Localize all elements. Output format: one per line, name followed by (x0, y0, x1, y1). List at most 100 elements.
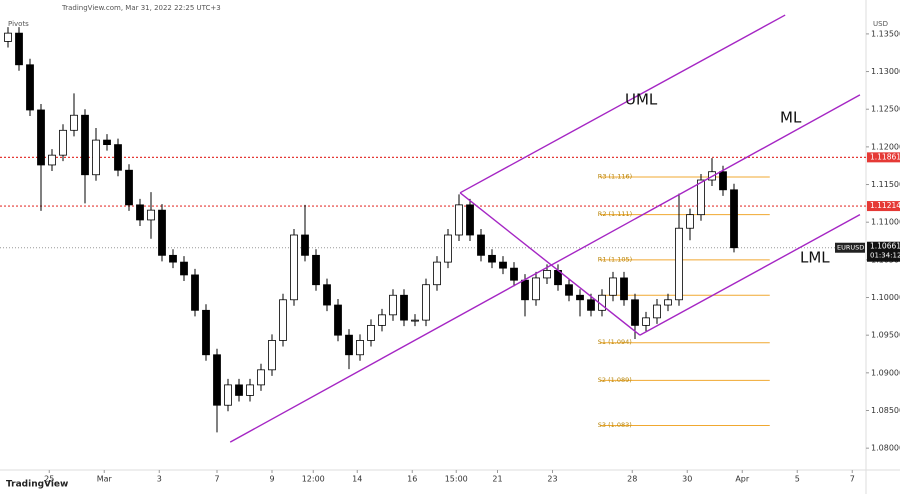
candle-body (345, 334, 353, 356)
last-price: 1.10661 (870, 242, 900, 251)
candle-body (422, 284, 430, 321)
candle-body (70, 114, 78, 131)
currency: USD (873, 20, 888, 28)
x-tick-label: 14 (352, 475, 362, 484)
candle-body (191, 274, 199, 311)
candle-body (631, 299, 639, 326)
candle-body (158, 209, 166, 256)
candle-body (565, 284, 573, 296)
pitchfork-line (459, 14, 786, 194)
candle-body (653, 304, 661, 319)
candle-body (257, 369, 265, 386)
x-tick-label: Mar (97, 475, 113, 484)
candle-body (730, 189, 738, 249)
candle-body (136, 204, 144, 221)
source: TradingView.com, Mar 31, 2022 22:25 UTC+… (61, 4, 221, 12)
pivot-label: S1 (1.094) (598, 338, 632, 346)
y-tick-label: 1.08500 (871, 406, 900, 415)
y-tick-label: 1.12000 (871, 142, 900, 151)
level-label: 1.11214 (870, 201, 900, 210)
pivot-label: R2 (1.111) (598, 210, 632, 218)
y-tick-label: 1.11000 (871, 218, 900, 227)
pitchfork-line (229, 94, 861, 443)
candle-body (202, 309, 210, 356)
candle-body (356, 340, 364, 356)
candle-body (521, 279, 529, 301)
x-tick-label: Apr (735, 475, 750, 484)
level-tag (867, 152, 900, 163)
candle-body (543, 270, 551, 279)
x-tick-label: 16 (407, 475, 417, 484)
candle-body (301, 234, 309, 256)
candle-body (334, 304, 342, 336)
candle-body (323, 284, 331, 306)
x-tick-label: 7 (214, 475, 219, 484)
candle-body (279, 299, 287, 341)
pitchfork-label: LML (800, 249, 830, 267)
candle-body (37, 109, 45, 166)
candle-body (26, 64, 34, 111)
candle-body (268, 340, 276, 371)
pivot-label: R3 (1.116) (598, 173, 632, 181)
candle-body (609, 277, 617, 296)
x-tick-label: 12:00 (302, 475, 325, 484)
x-tick-label: 15:00 (445, 475, 468, 484)
x-tick-label: 28 (627, 475, 637, 484)
x-tick-label: 25 (44, 475, 54, 484)
candle-body (400, 294, 408, 321)
candle-body (466, 204, 474, 236)
candle-body (4, 32, 12, 42)
candle-body (125, 169, 133, 206)
candle-body (15, 32, 23, 66)
candle-body (312, 254, 320, 286)
candle-body (719, 171, 727, 191)
candle-body (499, 261, 507, 269)
candle-body (532, 277, 540, 301)
y-tick-label: 1.13000 (871, 67, 900, 76)
candle-body (213, 354, 221, 406)
pivot-label: R1 (1.105) (598, 255, 632, 263)
candle-body (48, 154, 56, 166)
x-tick-label: 3 (157, 475, 162, 484)
y-tick-label: 1.13500 (871, 29, 900, 38)
pitchfork-label: ML (780, 109, 802, 127)
candle-body (686, 214, 694, 229)
pitchfork-line (639, 214, 861, 336)
candle-body (235, 384, 243, 396)
candle-body (81, 114, 89, 176)
price-tag (867, 241, 900, 262)
candle-body (367, 324, 375, 341)
candle-body (675, 227, 683, 301)
candle-body (444, 234, 452, 263)
candle-body (664, 299, 672, 306)
candle-body (576, 294, 584, 301)
candle-body (224, 384, 232, 406)
candle-body (59, 129, 67, 156)
candle-body (389, 294, 397, 316)
candle-body (433, 261, 441, 286)
candle-body (642, 317, 650, 326)
level-tag (867, 201, 900, 212)
candle-body (180, 261, 188, 276)
pitchfork-line (459, 192, 641, 336)
candle-body (697, 179, 705, 216)
logo: TradingView (6, 480, 68, 490)
candle-body (510, 267, 518, 281)
countdown: 01:34:12 (870, 252, 900, 260)
candle-body (114, 144, 122, 171)
y-tick-label: 1.12500 (871, 105, 900, 114)
candle-body (587, 299, 595, 311)
candle-body (147, 209, 155, 221)
candle-body (103, 139, 111, 146)
pivot-label: S2 (1.089) (598, 376, 632, 384)
plot: R3 (1.116) R2 (1.111) R1 (1.105) S1 (1.094)… (0, 14, 866, 443)
x-tick-label: 23 (547, 475, 557, 484)
x-tick-label: 30 (682, 475, 692, 484)
candle-body (169, 254, 177, 263)
candle-body (411, 319, 419, 322)
y-tick-label: 1.10000 (871, 293, 900, 302)
candle-body (378, 314, 386, 326)
symbol-tag (835, 242, 865, 253)
x-tick-label: 9 (269, 475, 274, 484)
y-tick-label: 1.08000 (871, 444, 900, 453)
